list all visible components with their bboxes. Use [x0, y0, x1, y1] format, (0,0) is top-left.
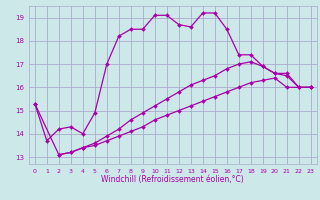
X-axis label: Windchill (Refroidissement éolien,°C): Windchill (Refroidissement éolien,°C) [101, 175, 244, 184]
